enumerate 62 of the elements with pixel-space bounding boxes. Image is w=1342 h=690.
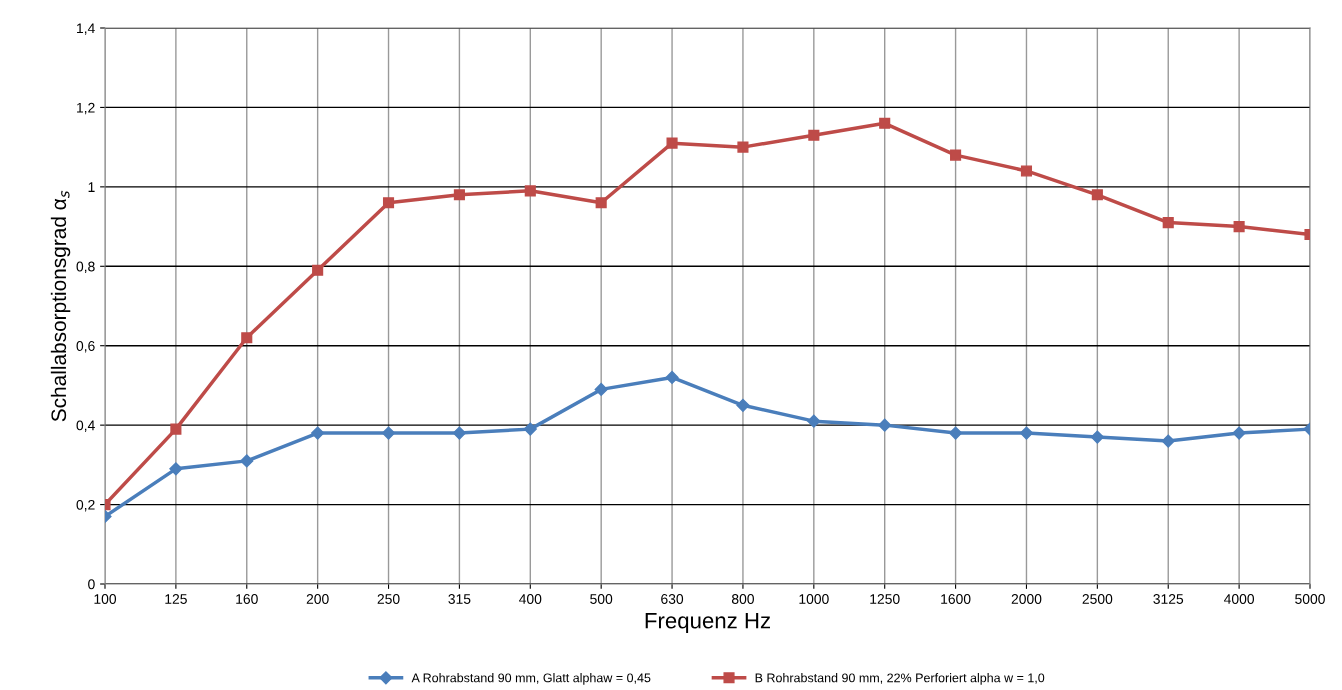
x-tick-label: 2500: [1082, 594, 1113, 604]
y-tick-label: 0,8: [76, 261, 95, 274]
point: [1232, 426, 1246, 440]
point: [879, 117, 891, 129]
x-tick-label: 2000: [1011, 594, 1042, 604]
point: [665, 370, 679, 385]
point: [1020, 165, 1033, 177]
point: [878, 418, 892, 432]
x-tick-label: 800: [731, 594, 754, 604]
x-tick-label: 315: [448, 594, 471, 604]
point: [170, 423, 182, 435]
legend-label: A Rohrabstand 90 mm, Glatt alphaw = 0,45: [411, 673, 651, 685]
point: [452, 426, 466, 440]
point: [950, 149, 962, 161]
y-tick-label: 0,4: [76, 420, 95, 432]
x-tick-label: 3125: [1153, 594, 1184, 604]
point: [1162, 217, 1174, 229]
point: [736, 398, 750, 412]
x-tick-label: 1600: [941, 594, 971, 604]
point: [1233, 221, 1245, 233]
x-tick-label: 1250: [870, 594, 900, 604]
y-tick-label: 1: [88, 182, 95, 192]
x-tick-label: 5000: [1295, 594, 1325, 604]
point: [948, 426, 963, 440]
point: [381, 426, 396, 440]
point: [312, 264, 324, 276]
x-tick-label: 250: [377, 594, 400, 604]
point: [666, 137, 678, 149]
x-axis-title: Frequenz Hz: [645, 613, 770, 633]
point: [594, 382, 608, 396]
y-tick-label: 1,2: [77, 102, 95, 115]
point: [1161, 434, 1175, 448]
x-tick-label: 500: [590, 594, 613, 604]
point: [524, 185, 536, 197]
point: [737, 141, 749, 153]
point: [1090, 430, 1104, 444]
point: [311, 426, 325, 440]
y-axis-title: Schallabsorptionsgrad α$_{s}$: [50, 190, 71, 422]
point: [453, 189, 465, 201]
point: [595, 197, 607, 209]
y-tick-label: 1,4: [77, 23, 95, 35]
y-tick-label: 0: [88, 579, 95, 590]
x-tick-label: 200: [306, 594, 329, 604]
point: [241, 332, 253, 344]
x-tick-label: 125: [165, 594, 187, 604]
point: [1019, 426, 1034, 440]
point: [169, 462, 183, 476]
point: [807, 414, 821, 428]
x-tick-label: 1000: [799, 594, 829, 604]
point: [523, 422, 537, 436]
y-tick-label: 0,6: [76, 341, 95, 353]
x-tick-label: 630: [661, 594, 684, 604]
point: [808, 129, 820, 141]
x-tick-label: 4000: [1223, 594, 1255, 604]
point: [382, 197, 395, 209]
point: [1091, 189, 1103, 201]
x-tick-label: 100: [94, 594, 117, 604]
legend-label: B Rohrabstand 90 mm, 22% Perforiert alpha w = 1,0: [755, 673, 1045, 685]
y-tick-label: 0,2: [76, 499, 95, 512]
x-tick-label: 400: [519, 594, 542, 604]
point: [240, 454, 254, 468]
x-tick-label: 160: [236, 594, 258, 604]
